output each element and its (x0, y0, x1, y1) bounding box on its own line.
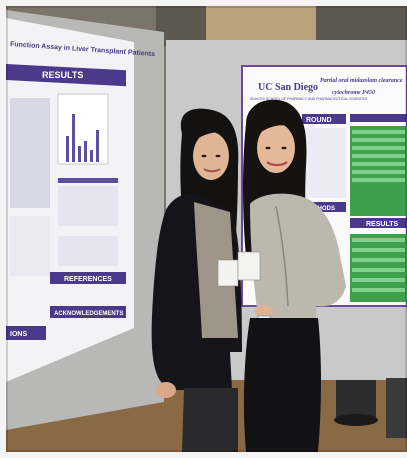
right-methods-banner (302, 202, 346, 212)
right-poster-logo-sub: SKAGGS SCHOOL OF PHARMACY AND PHARMACEUT… (250, 97, 368, 101)
right-woman-name-badge (237, 251, 261, 281)
right-woman (237, 99, 346, 452)
left-ack-label: ACKNOWLEDGEMENTS (54, 311, 123, 317)
photo: RESULTS Function Assay in Liver Transpla… (6, 6, 407, 452)
left-results-label: RESULTS (42, 70, 83, 80)
left-results-banner (6, 64, 126, 87)
left-ack-banner (50, 306, 126, 318)
right-poster-subtitle: cytochrome P450 (332, 90, 375, 96)
left-woman (151, 108, 242, 452)
left-references-banner (50, 272, 126, 284)
left-references-label: REFERENCES (64, 276, 112, 283)
right-poster-title: Partial oral midazolam clearance (320, 78, 403, 84)
left-conclusions-banner (6, 326, 46, 340)
wall-panel (206, 6, 316, 41)
right-results-label: RESULTS (366, 221, 398, 228)
right-results-banner (350, 218, 407, 228)
photo-scene: RESULTS Function Assay in Liver Transpla… (6, 6, 407, 452)
left-woman-name-badge (217, 259, 239, 287)
right-background-banner (302, 114, 346, 124)
background-person-legs (336, 380, 376, 420)
right-background-label: ROUND (306, 117, 332, 124)
left-poster-chart (57, 93, 109, 165)
left-poster-board: RESULTS Function Assay in Liver Transpla… (6, 10, 164, 430)
right-poster-logo: UC San Diego (258, 82, 318, 93)
left-conclusions-label: IONS (10, 331, 27, 338)
